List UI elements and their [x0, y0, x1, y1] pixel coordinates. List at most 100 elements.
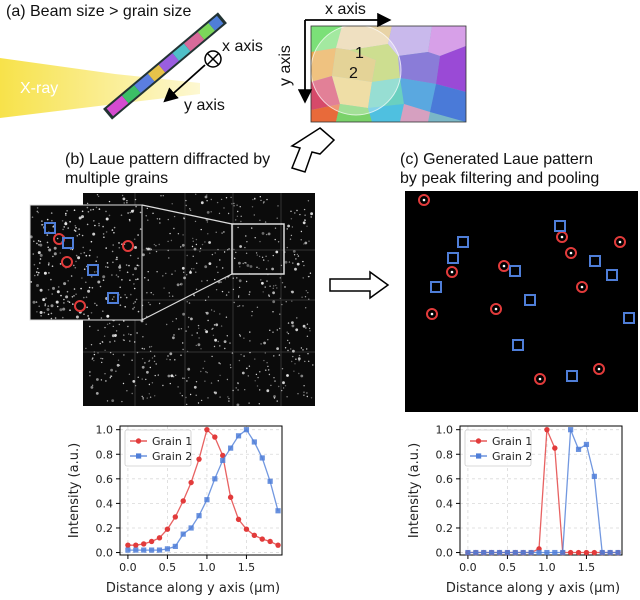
diffraction-spot	[206, 279, 208, 282]
diffraction-spot	[228, 397, 230, 400]
diffraction-spot	[227, 396, 229, 398]
diffraction-spot	[114, 340, 116, 342]
diffraction-spot	[274, 227, 277, 229]
diffraction-spot	[180, 328, 183, 330]
diffraction-spot	[41, 220, 43, 222]
diffraction-spot	[86, 306, 88, 309]
data-point	[156, 535, 163, 541]
data-point	[267, 478, 273, 484]
diffraction-spot	[51, 219, 53, 222]
diffraction-spot	[275, 250, 279, 254]
diffraction-spot	[117, 275, 120, 278]
diffraction-spot	[204, 360, 206, 362]
diffraction-spot	[99, 342, 101, 345]
diffraction-spot	[63, 298, 65, 301]
diffraction-spot	[305, 327, 307, 329]
diffraction-spot	[205, 371, 207, 373]
peak-dot	[430, 312, 434, 316]
diffraction-spot	[39, 288, 43, 292]
diffraction-spot	[193, 247, 197, 251]
data-point	[212, 434, 218, 440]
diffraction-spot	[206, 221, 209, 223]
diffraction-spot	[126, 200, 128, 202]
diffraction-spot	[251, 227, 253, 229]
diffraction-spot	[303, 385, 305, 387]
diffraction-spot	[56, 290, 60, 294]
diffraction-spot	[263, 341, 266, 345]
diffraction-spot	[170, 239, 173, 242]
diffraction-spot	[186, 380, 188, 382]
diffraction-spot	[89, 375, 91, 377]
diffraction-spot	[308, 327, 311, 330]
diffraction-spot	[67, 300, 69, 303]
diffraction-spot	[200, 399, 203, 402]
diffraction-spot	[119, 304, 122, 307]
diffraction-spot	[187, 367, 191, 371]
diffraction-spot	[290, 348, 292, 350]
diffraction-spot	[265, 369, 267, 371]
diffraction-spot	[229, 342, 231, 344]
diffraction-spot	[303, 264, 305, 267]
diffraction-spot	[300, 230, 303, 233]
diffraction-spot	[85, 254, 88, 257]
diffraction-spot	[39, 262, 41, 264]
diffraction-spot	[295, 258, 297, 260]
diffraction-spot	[103, 335, 106, 337]
diffraction-spot	[269, 285, 271, 287]
diffraction-spot	[259, 240, 261, 243]
diffraction-spot	[146, 397, 148, 399]
diffraction-spot	[118, 242, 120, 244]
diffraction-spot	[210, 198, 212, 201]
diffraction-spot	[284, 385, 287, 387]
diffraction-spot	[303, 208, 306, 211]
diffraction-spot	[75, 293, 77, 296]
diffraction-spot	[266, 198, 268, 201]
diffraction-spot	[195, 243, 198, 246]
diffraction-spot	[251, 310, 253, 313]
diffraction-spot	[101, 361, 103, 364]
x-tick-label: 0.5	[159, 561, 177, 574]
diffraction-spot	[130, 293, 132, 296]
diffraction-spot	[185, 330, 187, 332]
diffraction-spot	[267, 339, 269, 341]
diffraction-spot	[261, 281, 264, 285]
diffraction-spot	[122, 382, 125, 385]
diffraction-spot	[159, 222, 161, 224]
data-point	[243, 427, 250, 433]
grain1-peak-marker	[576, 281, 588, 293]
diffraction-spot	[149, 366, 151, 369]
diffraction-spot	[309, 330, 311, 332]
data-point	[125, 542, 131, 548]
diffraction-spot	[218, 212, 221, 215]
diffraction-spot	[306, 395, 308, 398]
diffraction-spot	[115, 330, 118, 332]
map-x-axis-label: x axis	[325, 1, 366, 18]
diffraction-spot	[129, 254, 132, 257]
diffraction-spot	[233, 301, 235, 304]
diffraction-spot	[68, 301, 71, 304]
diffraction-spot	[75, 254, 78, 257]
diffraction-spot	[287, 349, 289, 352]
diffraction-spot	[144, 277, 146, 279]
x-axis-label-a: x axis	[222, 38, 263, 55]
diffraction-spot	[256, 266, 258, 268]
diffraction-spot	[186, 350, 189, 353]
diffraction-spot	[125, 296, 128, 299]
diffraction-spot	[62, 316, 64, 319]
diffraction-spot	[274, 380, 276, 382]
x-axis-title: Distance along y axis (µm)	[446, 581, 620, 596]
diffraction-spot	[248, 293, 250, 296]
diffraction-spot	[186, 301, 188, 303]
diffraction-spot	[223, 207, 225, 209]
diffraction-spot	[302, 260, 304, 263]
diffraction-spot	[248, 402, 250, 404]
data-point	[552, 445, 558, 451]
grain2-peak-marker	[554, 220, 566, 232]
diffraction-spot	[106, 323, 109, 325]
diffraction-spot	[167, 218, 169, 221]
diffraction-spot	[288, 342, 291, 344]
diffraction-spot	[217, 380, 219, 382]
diffraction-spot	[93, 220, 95, 222]
diffraction-spot	[167, 240, 169, 243]
diffraction-spot	[90, 386, 94, 389]
